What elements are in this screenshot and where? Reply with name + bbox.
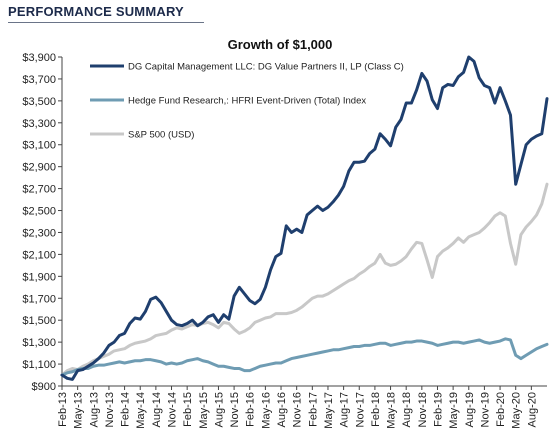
legend-label: Hedge Fund Research,: HFRI Event-Driven … [128, 96, 366, 107]
y-tick-label: $3,300 [22, 118, 56, 130]
x-tick-label: Nov-16 [292, 392, 304, 427]
y-tick-label: $3,900 [22, 52, 56, 64]
x-tick-label: May-18 [386, 392, 398, 429]
x-tick-label: Nov-19 [479, 392, 491, 427]
y-tick-label: $1,900 [22, 271, 56, 283]
series-line-sp500 [60, 182, 549, 377]
x-tick-label: May-20 [511, 392, 523, 429]
x-tick-label: Feb-16 [245, 392, 257, 427]
x-tick-label: May-15 [198, 392, 210, 429]
x-tick-label: Aug-16 [276, 392, 288, 427]
y-tick-label: $900 [32, 381, 56, 393]
x-tick-label: May-16 [260, 392, 272, 429]
y-tick-label: $1,700 [22, 293, 56, 305]
y-tick-label: $2,700 [22, 184, 56, 196]
section-heading: PERFORMANCE SUMMARY [8, 4, 184, 19]
x-tick-label: Aug-18 [401, 392, 413, 427]
y-tick-label: $2,900 [22, 162, 56, 174]
y-tick-label: $2,100 [22, 249, 56, 261]
legend-label: S&P 500 (USD) [128, 130, 194, 141]
y-tick-label: $2,500 [22, 206, 56, 218]
y-tick-label: $3,100 [22, 140, 56, 152]
x-tick-label: Aug-14 [151, 392, 163, 427]
x-tick-label: Feb-14 [120, 392, 132, 427]
x-tick-label: Feb-19 [432, 392, 444, 427]
y-tick-label: $1,300 [22, 337, 56, 349]
x-tick-label: Aug-17 [339, 392, 351, 427]
y-tick-label: $3,700 [22, 74, 56, 86]
y-tick-label: $1,500 [22, 315, 56, 327]
x-tick-label: Nov-13 [104, 392, 116, 427]
x-tick-label: Aug-15 [213, 392, 225, 427]
x-tick-label: Nov-14 [167, 392, 179, 427]
x-tick-label: Nov-18 [417, 392, 429, 427]
series-line-dg-value-partners [60, 55, 549, 381]
y-tick-label: $2,300 [22, 227, 56, 239]
x-tick-label: Feb-15 [182, 392, 194, 427]
legend: DG Capital Management LLC: DG Value Part… [90, 62, 404, 141]
x-tick-label: Aug-13 [88, 392, 100, 427]
series-line-hfri-event-driven [60, 337, 549, 377]
x-tick-label: Feb-13 [57, 392, 69, 427]
heading-underline [8, 22, 204, 23]
x-tick-label: May-19 [448, 392, 460, 429]
x-tick-label: Feb-18 [370, 392, 382, 427]
legend-label: DG Capital Management LLC: DG Value Part… [128, 62, 404, 73]
chart-title: Growth of $1,000 [228, 37, 333, 52]
y-tick-label: $3,500 [22, 96, 56, 108]
x-tick-label: Nov-17 [354, 392, 366, 427]
x-tick-label: Nov-15 [229, 392, 241, 427]
x-tick-label: Aug-19 [464, 392, 476, 427]
y-tick-label: $1,100 [22, 359, 56, 371]
axes: $900 $1,100 $1,300 $1,500 $1,700 $1,900 $2,100… [22, 52, 547, 429]
x-tick-label: Aug-20 [526, 392, 538, 427]
series-layer [60, 55, 549, 381]
x-tick-label: Feb-20 [495, 392, 507, 427]
x-tick-label: May-14 [135, 392, 147, 429]
x-tick-label: May-17 [323, 392, 335, 429]
x-tick-label: Feb-17 [307, 392, 319, 427]
x-tick-label: May-13 [73, 392, 85, 429]
